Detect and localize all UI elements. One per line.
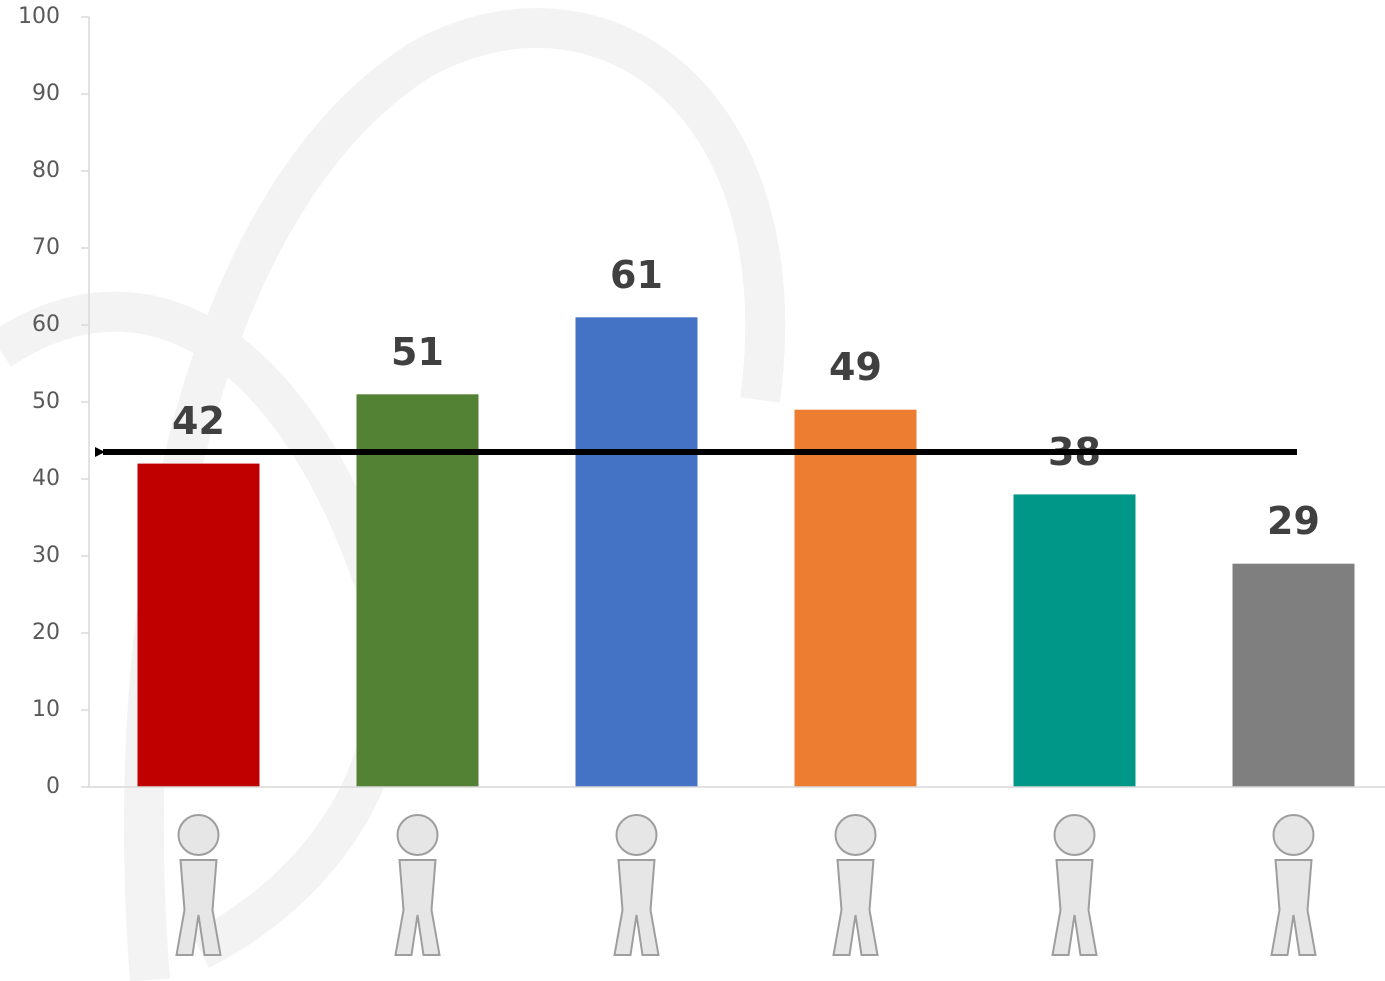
- icon-body: [832, 859, 879, 956]
- y-tick-label: 90: [32, 81, 60, 106]
- y-tick-label: 20: [32, 620, 60, 645]
- y-tick-label: 80: [32, 158, 60, 183]
- y-tick-label: 70: [32, 235, 60, 260]
- bar: [356, 394, 479, 787]
- value-label: 51: [391, 330, 444, 374]
- icon-head: [615, 814, 658, 856]
- bar: [794, 409, 917, 787]
- y-tick-label: 100: [18, 4, 60, 29]
- icon-head: [396, 814, 439, 856]
- icon-head: [1053, 814, 1096, 856]
- y-tick-label: 40: [32, 466, 60, 491]
- icon-head: [1272, 814, 1315, 856]
- y-tick-label: 10: [32, 697, 60, 722]
- y-tick-label: 30: [32, 543, 60, 568]
- bar: [1013, 494, 1136, 787]
- icon-head: [177, 814, 220, 856]
- icon-body: [613, 859, 660, 956]
- value-label: 29: [1267, 499, 1320, 543]
- icon-body: [1051, 859, 1098, 956]
- category-icons: [175, 814, 1317, 956]
- icon-head: [834, 814, 877, 856]
- bar: [575, 317, 698, 787]
- y-tick-label: 50: [32, 389, 60, 414]
- bar: [137, 463, 260, 787]
- value-label: 61: [610, 253, 663, 297]
- y-tick-label: 60: [32, 312, 60, 337]
- icon-body: [175, 859, 222, 956]
- icon-body: [394, 859, 441, 956]
- icon-body: [1270, 859, 1317, 956]
- bar: [1232, 563, 1355, 787]
- y-tick-label: 0: [46, 774, 60, 799]
- value-label: 42: [172, 399, 225, 443]
- value-label: 49: [829, 345, 882, 389]
